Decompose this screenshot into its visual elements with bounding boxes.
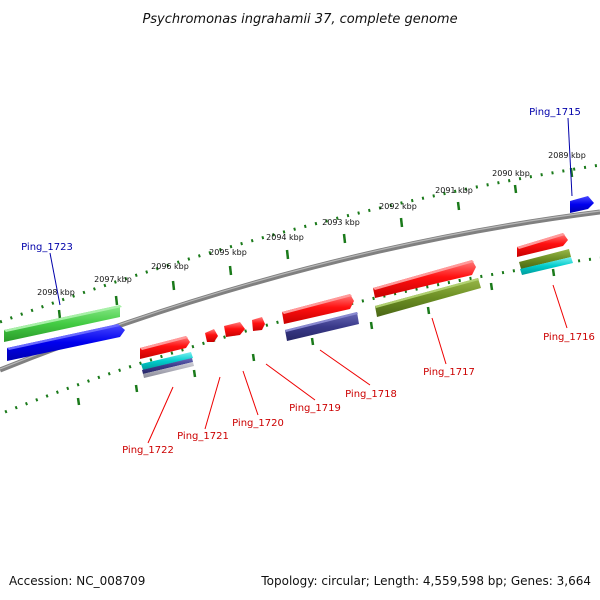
label-ping-1718[interactable]: Ping_1718 bbox=[345, 389, 397, 400]
map-title: Psychromonas ingrahamii 37, complete gen… bbox=[142, 12, 457, 27]
gene-ping-1717[interactable] bbox=[373, 260, 476, 298]
tick-label: 2092 kbp bbox=[379, 202, 417, 211]
tick-label: 2093 kbp bbox=[322, 218, 360, 227]
gene-ping-1723-outer[interactable] bbox=[4, 305, 122, 342]
tick-label: 2097 kbp bbox=[94, 275, 132, 284]
gene-ping-1721[interactable] bbox=[205, 329, 218, 342]
label-ping-1719[interactable]: Ping_1719 bbox=[289, 403, 341, 414]
label-ping-1722[interactable]: Ping_1722 bbox=[122, 445, 174, 456]
label-ping-1720[interactable]: Ping_1720 bbox=[232, 418, 284, 429]
tick-label: 2090 kbp bbox=[492, 169, 530, 178]
tick-label: 2089 kbp bbox=[548, 151, 586, 160]
connector-ping-1721 bbox=[204, 376, 221, 430]
label-ping-1716[interactable]: Ping_1716 bbox=[543, 332, 595, 343]
connector-ping-1717 bbox=[431, 317, 447, 365]
gene-ping-1720[interactable] bbox=[224, 322, 245, 337]
tick-labels: 2089 kbp 2090 kbp 2091 kbp 2092 kbp 2093… bbox=[37, 151, 586, 297]
gene-ping-1722[interactable] bbox=[140, 336, 190, 359]
label-connectors bbox=[49, 117, 573, 444]
connector-ping-1715 bbox=[567, 117, 573, 197]
outer-major-ticks bbox=[57, 167, 574, 320]
connector-ping-1722 bbox=[147, 386, 174, 444]
tick-2095 bbox=[228, 265, 233, 276]
gene-ping-1719[interactable] bbox=[252, 317, 265, 331]
tick-label: 2091 kbp bbox=[435, 186, 473, 195]
connector-ping-1720 bbox=[242, 370, 259, 416]
tick-label: 2094 kbp bbox=[266, 233, 304, 242]
tick-2092 bbox=[399, 217, 404, 228]
tick-2089 bbox=[569, 167, 574, 178]
inner-major-ticks bbox=[76, 268, 556, 406]
accession-text: Accession: NC_008709 bbox=[9, 574, 146, 588]
gene-ping-1716[interactable] bbox=[517, 233, 568, 257]
feature-1716-olive bbox=[519, 249, 573, 275]
label-ping-1717[interactable]: Ping_1717 bbox=[423, 367, 475, 378]
outer-ruler bbox=[0, 163, 600, 324]
inner-ruler bbox=[4, 256, 600, 414]
genome-summary-text: Topology: circular; Length: 4,559,598 bp… bbox=[261, 574, 591, 588]
gene-ping-1715[interactable] bbox=[570, 196, 594, 213]
tick-2091 bbox=[456, 201, 461, 211]
connector-ping-1718 bbox=[319, 349, 371, 386]
gene-ping-1723[interactable] bbox=[7, 324, 125, 361]
label-ping-1715[interactable]: Ping_1715 bbox=[529, 107, 581, 118]
gene-labels: Ping_1715 Ping_1716 Ping_1717 Ping_1718 … bbox=[21, 107, 595, 456]
feature-1717-olive bbox=[375, 278, 481, 317]
feature-1718-navy bbox=[285, 312, 359, 341]
tick-label: 2098 kbp bbox=[37, 288, 75, 297]
gene-ping-1718[interactable] bbox=[282, 294, 354, 324]
tick-label: 2095 kbp bbox=[209, 248, 247, 257]
connector-ping-1723 bbox=[49, 252, 61, 306]
tick-2093 bbox=[342, 233, 347, 244]
tick-2096 bbox=[171, 280, 176, 291]
connector-ping-1719 bbox=[265, 363, 316, 401]
label-ping-1721[interactable]: Ping_1721 bbox=[177, 431, 229, 442]
tick-label: 2096 kbp bbox=[151, 262, 189, 271]
tick-2098 bbox=[57, 309, 62, 320]
tick-2097 bbox=[114, 295, 119, 306]
feature-1722-cyan bbox=[141, 352, 194, 378]
connector-ping-1716 bbox=[552, 284, 568, 329]
tick-2094 bbox=[285, 249, 290, 260]
label-ping-1723[interactable]: Ping_1723 bbox=[21, 242, 73, 253]
tick-2090 bbox=[513, 184, 518, 194]
